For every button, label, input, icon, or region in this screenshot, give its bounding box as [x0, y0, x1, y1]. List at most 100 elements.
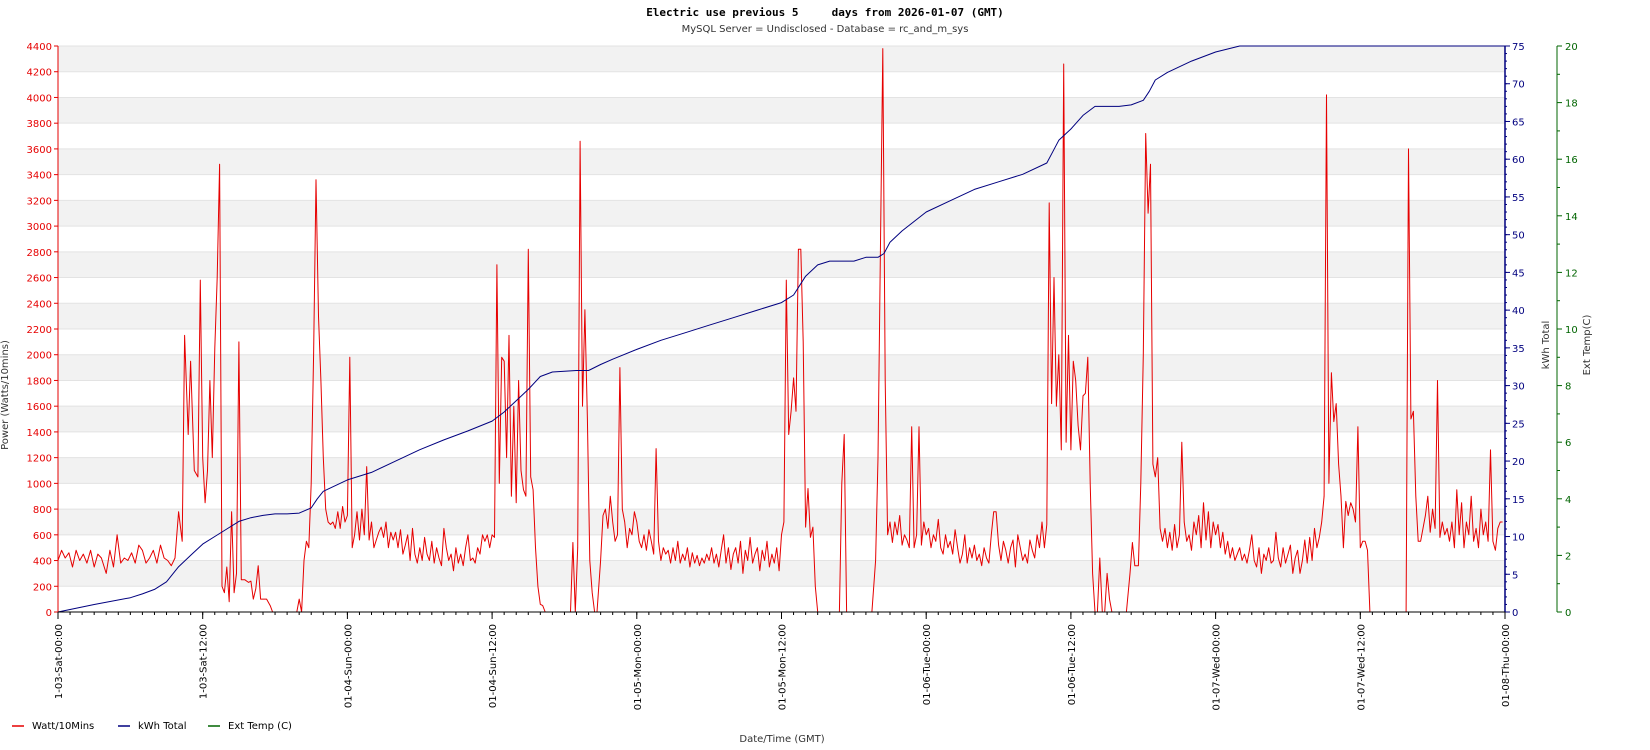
grid-band: [58, 174, 1505, 201]
x-axis-label: Date/Time (GMT): [739, 734, 824, 745]
grid-band: [58, 71, 1505, 98]
grid-band: [58, 277, 1505, 304]
kwh-tick-label: 10: [1512, 533, 1525, 544]
kwh-tick-label: 0: [1512, 608, 1518, 619]
temp-tick-label: 18: [1565, 99, 1578, 110]
left-tick-label: 3000: [27, 222, 52, 233]
kwh-tick-label: 40: [1512, 306, 1525, 317]
grid-band: [58, 329, 1505, 355]
temp-tick-label: 8: [1565, 382, 1571, 393]
grid-bands: [58, 45, 1505, 613]
x-axis-ticks: 1-03-Sat-00:00 1-03-Sat-12:00 01-04-Sun-00…: [54, 612, 1512, 711]
temp-tick-label: 12: [1565, 268, 1578, 279]
legend-label: kWh Total: [138, 721, 187, 732]
temp-tick-label: 16: [1565, 155, 1578, 166]
y-axis-label-left: Power (Watts/10mins): [0, 340, 11, 450]
left-tick-label: 1400: [27, 428, 52, 439]
grid-band: [58, 380, 1505, 407]
temp-tick-label: 0: [1565, 608, 1571, 619]
grid-band: [58, 97, 1505, 124]
grid-band: [58, 148, 1505, 175]
grid-band: [58, 354, 1505, 381]
legend-label: Ext Temp (C): [228, 721, 292, 732]
left-tick-label: 2000: [27, 351, 52, 362]
kwh-tick-label: 15: [1512, 495, 1525, 506]
left-tick-label: 800: [33, 505, 52, 516]
kwh-tick-label: 25: [1512, 419, 1525, 430]
left-tick-label: 2600: [27, 274, 52, 285]
left-tick-label: 3800: [27, 119, 52, 130]
kwh-tick-label: 35: [1512, 344, 1525, 355]
right-temp-axis-ticks: 0 2 4 6 8 10 12 14 16 18 20: [1557, 42, 1578, 619]
temp-tick-label: 2: [1565, 551, 1571, 562]
right-kwh-axis-ticks: 0 5 10 15 20 25 30 35 40 45 50 55 60 65 70 75: [1505, 42, 1525, 619]
grid-band: [58, 457, 1505, 484]
x-tick-label: 01-06-Tue-12:00: [1067, 624, 1078, 705]
x-tick-label: 01-05-Mon-00:00: [633, 624, 644, 710]
left-tick-label: 3200: [27, 196, 52, 207]
left-tick-label: 2200: [27, 325, 52, 336]
grid-band: [58, 200, 1505, 227]
grid-band: [58, 483, 1505, 510]
temp-tick-label: 6: [1565, 438, 1571, 449]
left-axis-ticks: 0 200 400 600 800 1000 1200 1400 1600 1800 2000 220…: [27, 42, 58, 619]
chart-title: Electric use previous 5 days from 2026-0…: [646, 6, 1004, 19]
left-tick-label: 1000: [27, 479, 52, 490]
legend: Watt/10Mins kWh Total Ext Temp (C): [12, 721, 292, 732]
left-tick-label: 0: [46, 608, 52, 619]
left-tick-label: 3400: [27, 171, 52, 182]
left-tick-label: 400: [33, 557, 52, 568]
grid-band: [58, 123, 1505, 149]
kwh-tick-label: 45: [1512, 268, 1525, 279]
x-tick-label: 01-08-Thu-00:00: [1501, 624, 1512, 707]
temp-tick-label: 10: [1565, 325, 1578, 336]
y-axis-label-temp: Ext Temp(C): [1582, 315, 1593, 376]
x-tick-label: 1-03-Sat-12:00: [199, 624, 210, 699]
x-tick-label: 01-04-Sun-12:00: [488, 624, 499, 708]
temp-tick-label: 4: [1565, 495, 1571, 506]
series-line-0: [57, 48, 1503, 613]
chart-subtitle: MySQL Server = Undisclosed - Database = …: [682, 24, 969, 35]
y-axis-label-kwh: kWh Total: [1541, 321, 1552, 370]
series-layer: [57, 45, 1505, 613]
grid-band: [58, 431, 1505, 458]
grid-band: [58, 303, 1505, 329]
legend-label: Watt/10Mins: [32, 721, 94, 732]
left-tick-label: 3600: [27, 145, 52, 156]
kwh-tick-label: 60: [1512, 155, 1525, 166]
grid-band: [58, 586, 1505, 612]
grid-band: [58, 406, 1505, 432]
series-line-1: [57, 45, 1505, 613]
kwh-tick-label: 55: [1512, 193, 1525, 204]
left-tick-label: 2800: [27, 248, 52, 259]
x-tick-label: 01-05-Mon-12:00: [778, 624, 789, 710]
left-tick-label: 2400: [27, 299, 52, 310]
temp-tick-label: 14: [1565, 212, 1578, 223]
x-tick-label: 01-04-Sun-00:00: [343, 624, 354, 708]
left-tick-label: 4400: [27, 42, 52, 53]
grid-band: [58, 560, 1505, 587]
x-tick-label: 1-03-Sat-00:00: [54, 624, 65, 699]
kwh-tick-label: 70: [1512, 80, 1525, 91]
kwh-tick-label: 20: [1512, 457, 1525, 468]
left-tick-label: 1600: [27, 402, 52, 413]
left-tick-label: 4000: [27, 93, 52, 104]
x-tick-label: 01-07-Wed-00:00: [1212, 624, 1223, 711]
kwh-tick-label: 75: [1512, 42, 1525, 53]
kwh-tick-label: 65: [1512, 117, 1525, 128]
x-tick-label: 01-07-Wed-12:00: [1356, 624, 1367, 711]
temp-tick-label: 20: [1565, 42, 1578, 53]
left-tick-label: 200: [33, 582, 52, 593]
grid-band: [58, 251, 1505, 278]
x-tick-label: 01-06-Tue-00:00: [922, 624, 933, 705]
left-tick-label: 4200: [27, 68, 52, 79]
kwh-tick-label: 5: [1512, 570, 1518, 581]
grid-band: [58, 46, 1505, 72]
left-tick-label: 1200: [27, 454, 52, 465]
grid-band: [58, 509, 1505, 535]
grid-band: [58, 226, 1505, 252]
kwh-tick-label: 30: [1512, 382, 1525, 393]
left-tick-label: 600: [33, 531, 52, 542]
kwh-tick-label: 50: [1512, 231, 1525, 242]
